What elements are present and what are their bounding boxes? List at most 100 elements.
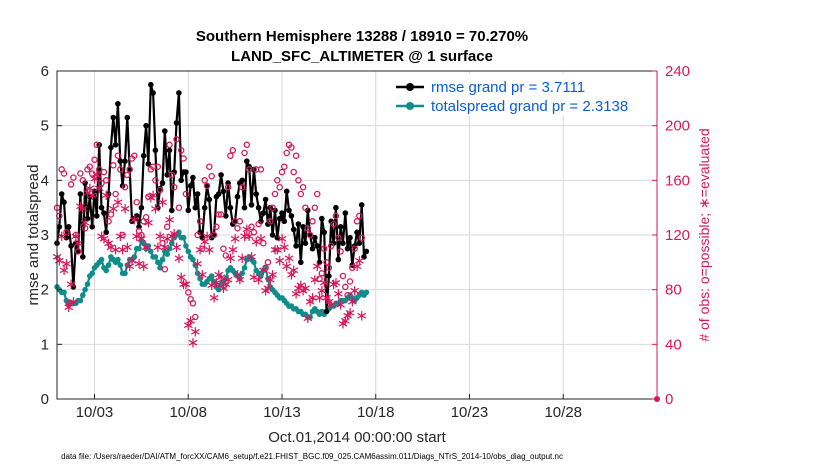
y-left-tick-label: 3: [41, 227, 49, 244]
footer-data-file: data file: /Users/raeder/DAI/ATM_forcXX/…: [61, 452, 563, 461]
possible-obs-marker: [102, 177, 110, 184]
possible-obs-marker: [173, 136, 180, 143]
evaluated-obs-marker: ∗: [224, 250, 237, 267]
rmse-point: [152, 147, 159, 154]
evaluated-obs-marker: ∗: [302, 310, 315, 327]
rmse-point: [201, 204, 208, 211]
rmse-point: [169, 207, 175, 214]
y-right-tick-label: 160: [665, 172, 690, 189]
evaluated-obs-marker: ∗: [355, 307, 368, 324]
rmse-point: [70, 284, 77, 290]
possible-obs-marker: [81, 224, 89, 232]
rmse-point: [87, 193, 93, 200]
evaluated-obs-marker: ∗: [119, 201, 132, 218]
spread-point: [84, 281, 91, 288]
evaluated-obs-marker: ∗: [156, 194, 169, 211]
possible-obs-marker: [269, 204, 276, 211]
y-left-tick-label: 6: [41, 63, 49, 80]
possible-obs-marker: [351, 245, 358, 252]
evaluated-obs-marker: ∗: [255, 231, 268, 248]
evaluated-obs-marker: ∗: [154, 228, 167, 245]
evaluated-obs-marker: ∗: [100, 187, 113, 204]
possible-obs-marker: [77, 170, 84, 177]
evaluated-obs-marker: ∗: [348, 283, 361, 300]
rmse-point: [194, 191, 201, 197]
evaluated-obs-marker: ∗: [292, 280, 305, 297]
spread-point: [190, 256, 196, 263]
rmse-point: [321, 229, 328, 236]
rmse-point: [75, 248, 81, 255]
rmse-point: [115, 101, 121, 107]
spread-point: [194, 270, 201, 277]
rmse-point: [272, 207, 278, 214]
spread-point: [82, 286, 88, 293]
y-right-tick-label: 40: [665, 336, 682, 353]
series-totalspread: [54, 229, 370, 320]
rmse-point: [333, 204, 339, 211]
evaluated-obs-marker: ∗: [264, 272, 277, 289]
possible-obs-marker: [288, 144, 295, 151]
rmse-point: [326, 273, 332, 279]
evaluated-obs-marker: ∗: [93, 180, 106, 197]
evaluated-obs-marker: ∗: [287, 262, 300, 279]
evaluated-obs-marker: ∗: [203, 242, 216, 259]
rmse-point: [192, 204, 199, 211]
possible-obs-marker: [220, 245, 227, 252]
evaluated-obs-marker: ∗: [280, 258, 293, 275]
rmse-point: [274, 234, 281, 241]
rmse-point: [171, 169, 177, 175]
rmse-point: [187, 183, 194, 189]
rmse-point: [91, 188, 98, 195]
spread-point: [180, 234, 187, 241]
possible-obs-marker: [330, 220, 337, 228]
evaluated-obs-marker: ∗: [283, 250, 296, 267]
y-axis-label-left: rmse and totalspread: [25, 165, 42, 306]
possible-obs-marker: [260, 239, 267, 247]
evaluated-obs-marker: ∗: [74, 198, 87, 215]
evaluated-obs-marker: ∗: [60, 255, 73, 272]
right-axis-zero-marker: [654, 396, 660, 402]
x-tick-label: 10/18: [357, 404, 395, 421]
possible-obs-marker: [281, 163, 288, 170]
rmse-point: [295, 221, 302, 227]
rmse-point: [354, 229, 360, 236]
axis-ticks: 10/03 10/08 10/13 10/18 10/23 10/28 0 1 2 3 4 5 6 0 40…: [41, 63, 690, 421]
rmse-point: [255, 204, 262, 211]
evaluated-obs-marker: ∗: [316, 283, 329, 300]
possible-obs-marker: [297, 190, 305, 198]
possible-obs-marker: [241, 149, 248, 157]
rmse-point: [80, 254, 86, 260]
spread-point: [80, 292, 86, 298]
possible-obs-marker: [60, 170, 68, 177]
possible-obs-marker: [192, 313, 199, 321]
possible-obs-marker: [112, 190, 119, 198]
rmse-point: [148, 81, 154, 88]
possible-obs-marker: [86, 163, 94, 170]
evaluated-obs-marker: ∗: [166, 228, 179, 245]
possible-obs-marker: [91, 156, 98, 164]
evaluated-obs-marker: ∗: [344, 305, 357, 322]
possible-obs-marker: [206, 163, 213, 170]
possible-obs-marker: [152, 177, 159, 184]
possible-obs-marker: [356, 212, 363, 220]
possible-obs-marker: [222, 252, 230, 259]
spread-point: [155, 259, 161, 266]
spread-point: [105, 262, 112, 268]
possible-obs-marker: [342, 283, 349, 291]
possible-obs-marker: [276, 183, 283, 191]
possible-obs-marker: [313, 190, 321, 198]
rmse-point: [361, 254, 367, 260]
rmse-point: [239, 177, 245, 184]
evaluated-obs-marker: ∗: [241, 221, 254, 238]
possible-obs-marker: [229, 147, 237, 154]
evaluated-obs-marker: ∗: [217, 280, 230, 297]
evaluated-obs-marker: ∗: [227, 242, 240, 259]
possible-obs-marker: [243, 141, 251, 149]
rmse-point: [276, 215, 283, 222]
spread-point: [208, 273, 215, 279]
evaluated-obs-marker: ∗: [290, 285, 303, 302]
possible-obs-marker: [257, 166, 265, 173]
evaluated-obs-marker: ∗: [208, 290, 221, 307]
x-tick-label: 10/08: [169, 404, 207, 421]
spread-point: [166, 245, 173, 252]
